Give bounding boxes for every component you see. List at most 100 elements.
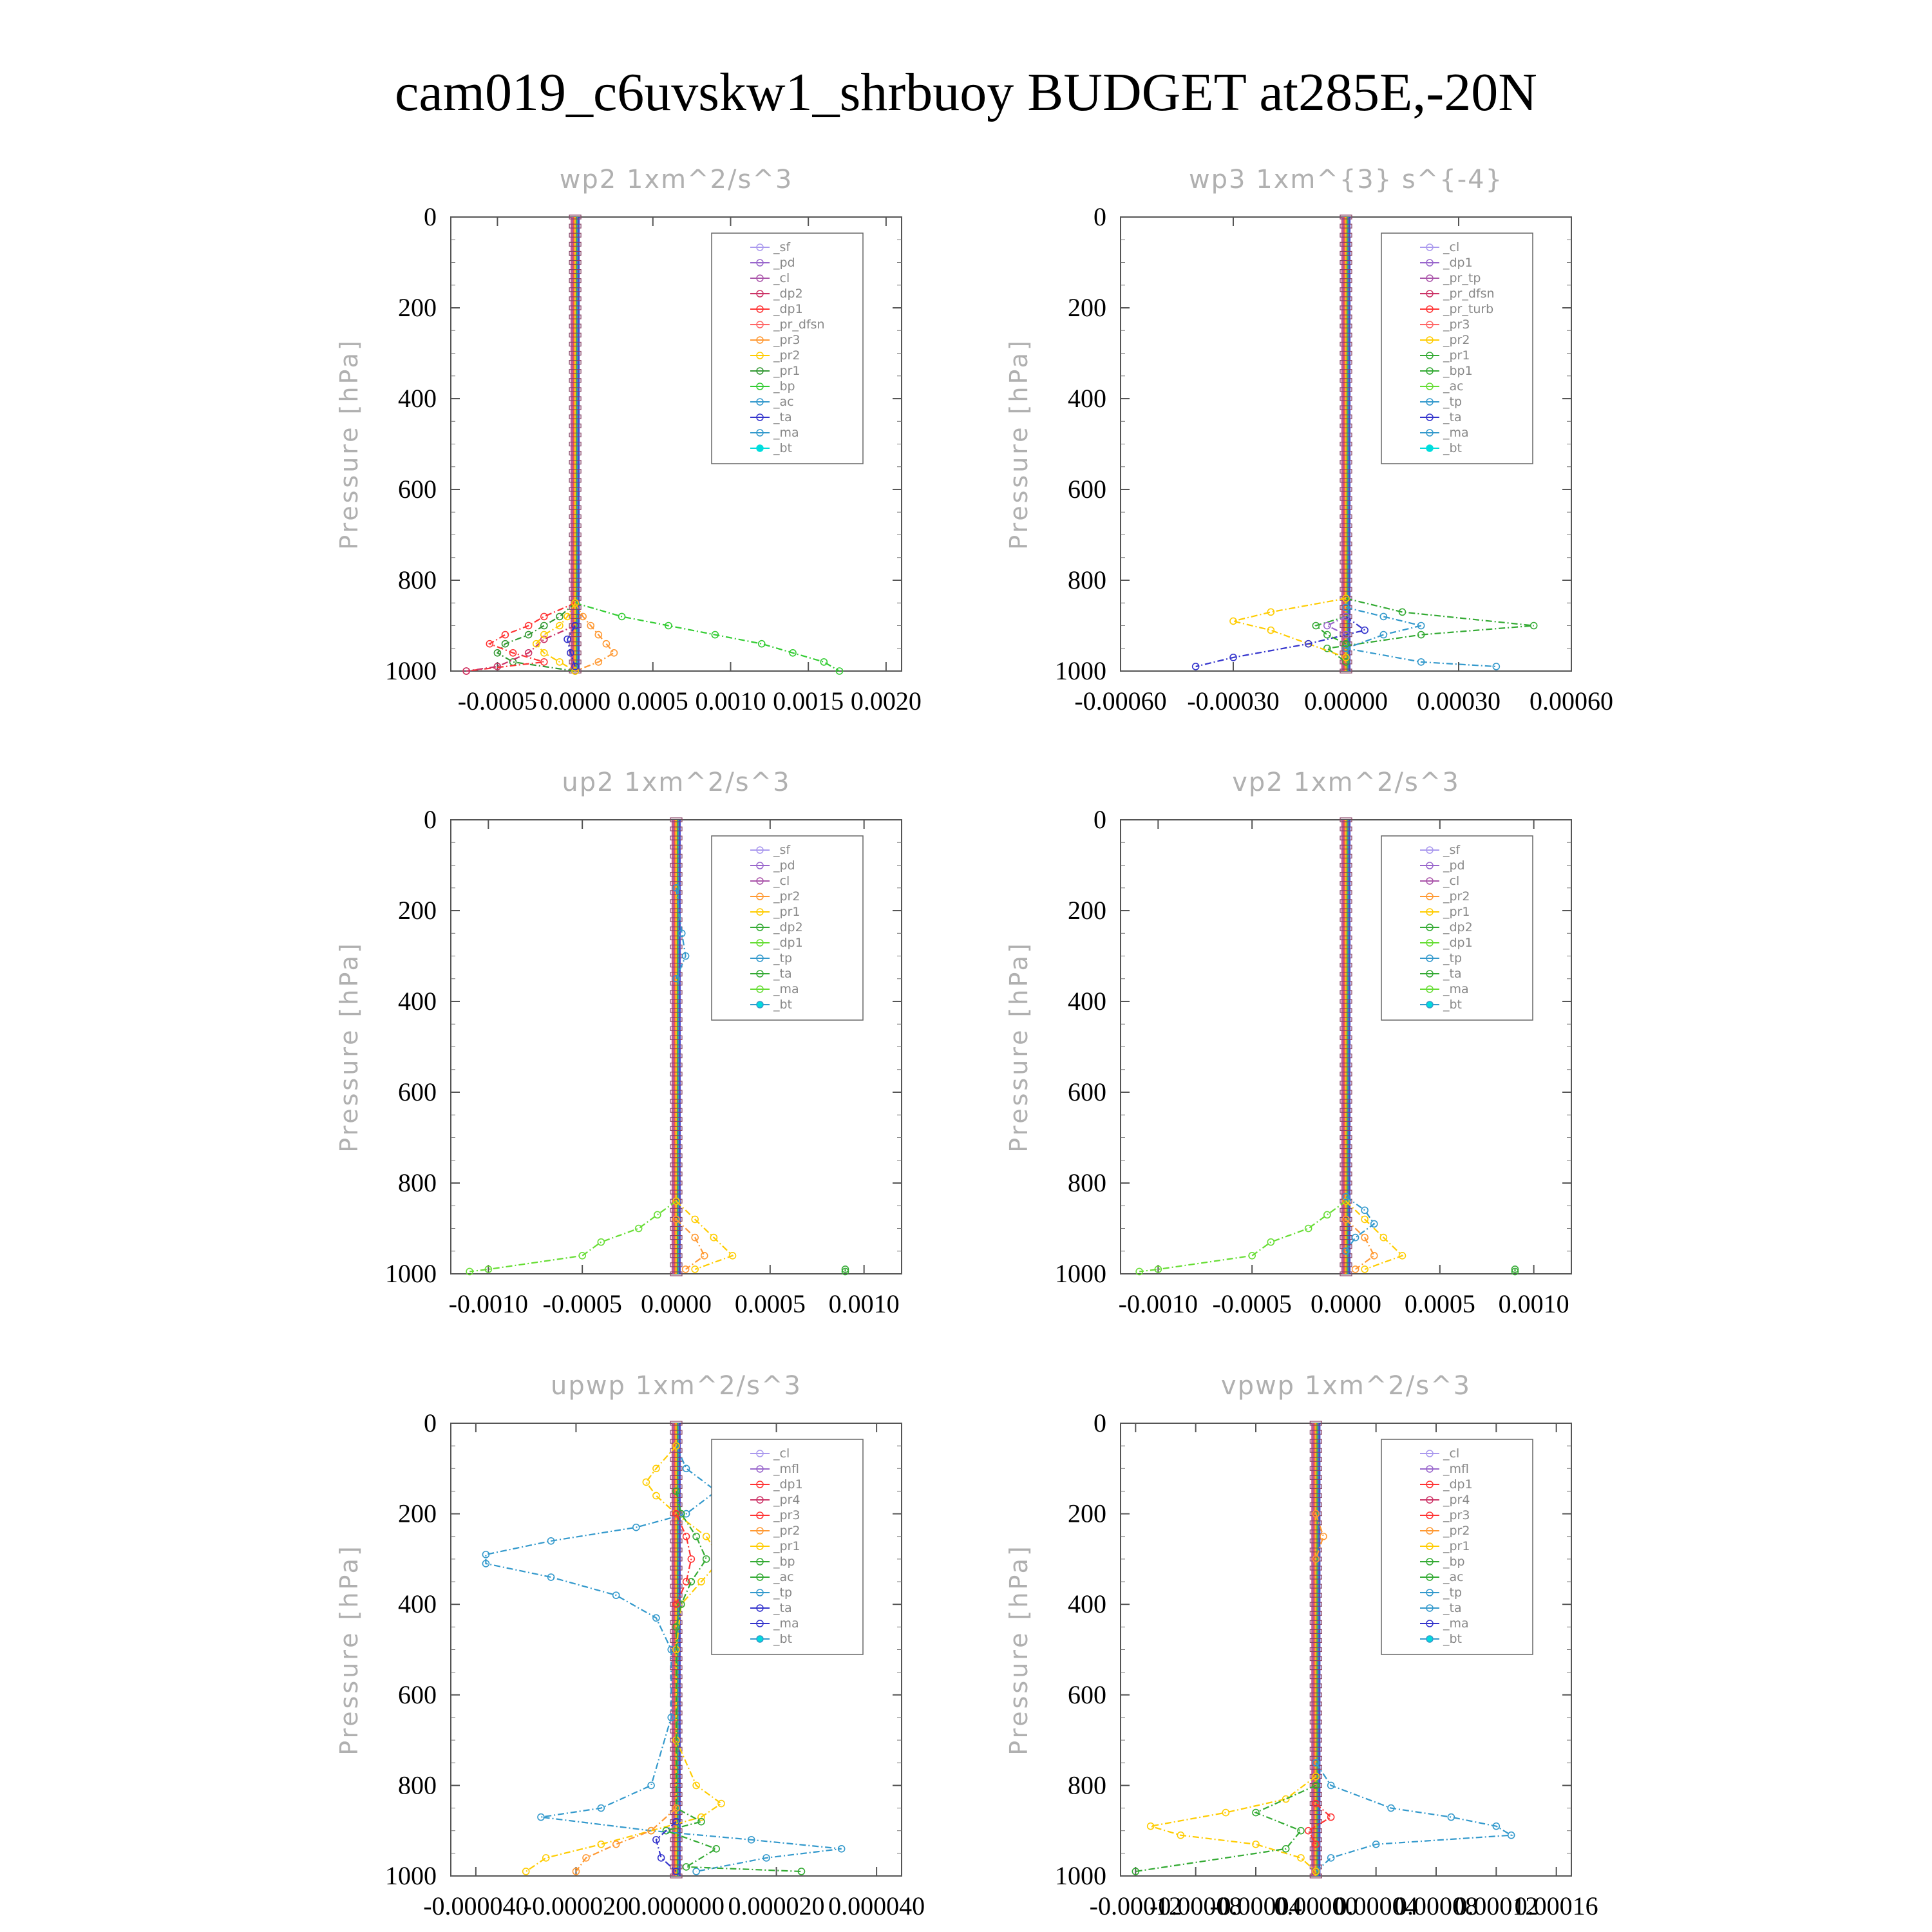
zero-series-marker	[569, 605, 582, 610]
legend-marker	[1426, 893, 1434, 900]
legend-entry: _ac	[773, 395, 794, 409]
zero-series-marker	[670, 972, 683, 977]
zero-series-marker	[1309, 1783, 1322, 1788]
zero-series-marker	[1340, 1126, 1352, 1132]
zero-series-marker	[569, 478, 582, 483]
zero-series-marker	[670, 1135, 683, 1141]
x-tick-label: 0.00004	[1334, 1891, 1418, 1920]
series-line-tp	[1345, 1196, 1376, 1252]
zero-series-marker	[1340, 1044, 1352, 1050]
legend-entry: _pr1	[1443, 348, 1470, 363]
legend-marker	[756, 290, 764, 298]
series-point-ta	[567, 649, 574, 657]
legend-entry: _dp1	[1443, 256, 1473, 270]
legend-marker	[756, 259, 764, 267]
legend-entry: _dp1	[1443, 1477, 1473, 1492]
zero-series-marker	[670, 1530, 683, 1535]
series-point-pr1	[672, 1442, 680, 1450]
y-tick-label: 800	[398, 1770, 437, 1799]
series-point-pr2	[1342, 594, 1350, 603]
series-point-pr1	[501, 639, 509, 648]
series-point-pr2	[691, 1233, 699, 1242]
zero-series-marker	[670, 1864, 683, 1870]
zero-series-marker	[670, 990, 683, 995]
series-point-tp	[1507, 1831, 1515, 1839]
y-tick-label: 800	[1068, 1168, 1106, 1197]
zero-series-marker	[670, 1792, 683, 1797]
y-tick-label: 200	[398, 293, 437, 322]
zero-series-marker	[670, 826, 683, 831]
series-point-dp1	[540, 612, 548, 621]
series-line-bp1	[1325, 598, 1534, 663]
x-tick-label: 0.000000	[628, 1891, 724, 1920]
x-tick-label: -0.0005	[458, 687, 537, 715]
legend-marker	[1426, 367, 1434, 375]
x-tick-label: 0.0005	[618, 687, 688, 715]
legend-marker	[756, 367, 764, 375]
zero-series-marker	[1340, 323, 1352, 328]
zero-series-marker	[670, 1044, 683, 1050]
series-point-bp	[618, 612, 626, 621]
series-line-dp1	[1139, 1200, 1347, 1273]
zero-series-marker	[1340, 551, 1352, 556]
series-point-tp	[482, 1560, 490, 1567]
zero-series-marker	[670, 1208, 683, 1213]
figure-title: cam019_c6uvskw1_shrbuoy BUDGET at285E,-2…	[395, 62, 1537, 122]
legend-marker	[1426, 954, 1434, 962]
zero-series-marker	[1309, 1647, 1322, 1653]
series-point-tp	[1327, 1781, 1335, 1790]
zero-series-marker	[1340, 1198, 1352, 1204]
legend-entry: _pd	[773, 256, 795, 270]
zero-series-marker	[670, 899, 683, 904]
legend-entry: _pr1	[1443, 1539, 1470, 1553]
series-point-pr1	[1282, 1795, 1290, 1803]
series-line-pr2	[1233, 598, 1347, 658]
x-tick-label: -0.00008	[1150, 1891, 1242, 1920]
zero-series-marker	[1340, 350, 1352, 356]
zero-series-marker	[670, 1511, 683, 1517]
series-line-tp	[485, 1445, 842, 1873]
zero-series-marker	[569, 668, 582, 674]
series-point-dp1	[1154, 1265, 1162, 1273]
zero-series-marker	[670, 1008, 683, 1013]
legend-entry: _bt	[773, 1632, 792, 1646]
legend-entry: _cl	[773, 271, 790, 285]
zero-series-marker	[1340, 1171, 1352, 1177]
zero-series-marker	[1340, 1063, 1352, 1068]
zero-series-marker	[1309, 1575, 1322, 1580]
legend-marker	[1426, 413, 1434, 421]
zero-series-marker	[1309, 1810, 1322, 1815]
zero-series-marker	[569, 532, 582, 538]
zero-series-marker	[1309, 1593, 1322, 1598]
series-point-dp1	[654, 1211, 661, 1219]
x-tick-label: 0.00060	[1530, 687, 1613, 715]
zero-series-marker	[1340, 296, 1352, 301]
x-tick-label: -0.00060	[1074, 687, 1166, 715]
series-point-pr1	[710, 1233, 718, 1242]
zero-series-marker	[1340, 999, 1352, 1004]
zero-series-marker	[1340, 605, 1352, 610]
zero-series-marker	[1309, 1765, 1322, 1770]
zero-series-marker	[1340, 1180, 1352, 1186]
zero-series-marker	[670, 1484, 683, 1490]
legend-marker	[756, 1465, 764, 1473]
series-point-pr2	[612, 1840, 620, 1848]
zero-series-marker	[1340, 1271, 1352, 1276]
legend-marker	[756, 243, 764, 251]
series-point-pr1	[1312, 1772, 1320, 1781]
zero-series-marker	[670, 1638, 683, 1643]
zero-series-marker	[670, 1226, 683, 1231]
zero-series-marker	[569, 560, 582, 565]
series-point-pr2	[681, 1265, 690, 1273]
series-point-pr2	[672, 1804, 680, 1812]
series-point-bp	[702, 1555, 710, 1563]
zero-series-marker	[1309, 1828, 1322, 1833]
legend-marker	[1426, 1527, 1434, 1535]
y-tick-label: 600	[1068, 1077, 1106, 1106]
series-point-ta	[672, 1868, 680, 1875]
zero-series-marker	[569, 505, 582, 510]
zero-series-marker	[1340, 332, 1352, 337]
x-tick-label: 0.0010	[1499, 1289, 1569, 1318]
legend-entry: _ma	[773, 426, 799, 440]
y-tick-label: 0	[1094, 1408, 1106, 1437]
